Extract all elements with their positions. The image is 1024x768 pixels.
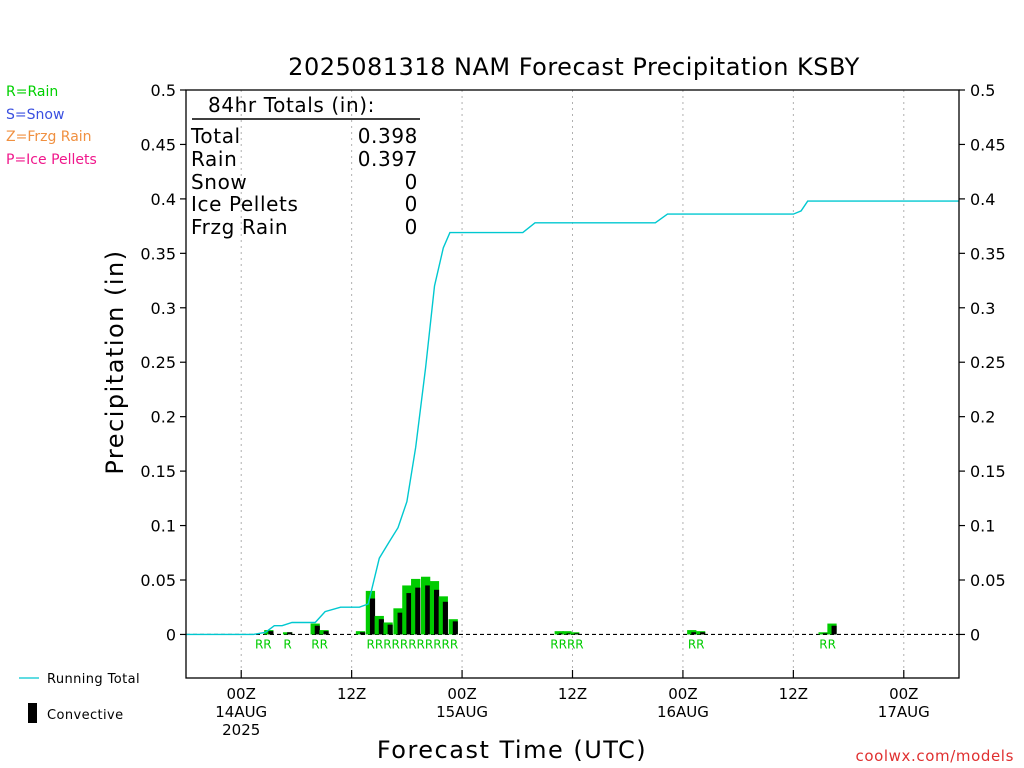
y-tick-label-left-2: 0.1 <box>151 517 176 536</box>
x-axis-title: Forecast Time (UTC) <box>377 736 647 764</box>
x-tick-label-2-1: 15AUG <box>436 703 488 721</box>
totals-label-rain: Rain <box>191 147 237 171</box>
y-tick-label-left-5: 0.25 <box>140 353 176 372</box>
running-total-legend-label: Running Total <box>47 672 140 687</box>
running-total-series <box>186 200 959 636</box>
ptype-label-0: RR <box>255 637 272 651</box>
convective-bar-3 <box>323 631 329 635</box>
y-tick-label-right-1: 0.05 <box>970 571 1006 590</box>
y-tick-label-left-1: 0.05 <box>140 571 176 590</box>
rain-bar-16 <box>562 631 572 635</box>
y-tick-label-left-0: 0 <box>166 625 176 644</box>
legend-frzg-rain: Z=Frzg Rain <box>6 129 92 145</box>
convective-bar-9 <box>406 593 412 635</box>
convective-bar-8 <box>397 612 403 635</box>
totals-label-snow: Snow <box>191 170 247 194</box>
x-tick-label-3-0: 12Z <box>558 685 587 703</box>
convective-bar-18 <box>691 632 697 635</box>
y-tick-label-right-8: 0.4 <box>970 190 995 209</box>
totals-value-total: 0.398 <box>358 124 418 148</box>
precip-type-legend: R=Rain S=Snow Z=Frzg Rain P=Ice Pellets <box>6 84 97 168</box>
convective-legend-label: Convective <box>47 708 124 723</box>
precip-bars <box>264 576 837 635</box>
convective-bar-5 <box>369 598 376 635</box>
convective-legend-swatch <box>28 703 37 723</box>
convective-bar-16 <box>566 633 572 635</box>
totals-value-snow: 0 <box>405 170 418 194</box>
convective-bar-12 <box>434 589 440 635</box>
x-tick-label-5-0: 12Z <box>779 685 808 703</box>
y-tick-label-left-8: 0.4 <box>151 190 176 209</box>
convective-bar-1 <box>287 632 293 635</box>
y-tick-label-right-2: 0.1 <box>970 517 995 536</box>
y-tick-label-left-9: 0.45 <box>140 135 176 154</box>
legend-ice-pellets: P=Ice Pellets <box>6 152 97 168</box>
y-tick-label-right-6: 0.3 <box>970 299 995 318</box>
site-credit: coolwx.com/models <box>856 747 1015 765</box>
y-tick-label-right-5: 0.25 <box>970 353 1006 372</box>
y-tick-label-right-3: 0.15 <box>970 462 1006 481</box>
y-tick-label-right-4: 0.2 <box>970 408 995 427</box>
convective-bar-17 <box>574 633 580 635</box>
totals-box: 84hr Totals (in): Total 0.398 Rain 0.397… <box>190 93 420 239</box>
convective-bar-13 <box>442 601 448 635</box>
ptype-label-3: RRRRRRRRRRR <box>367 637 459 651</box>
grid-lines <box>186 90 959 678</box>
convective-bar-20 <box>822 633 828 635</box>
ptype-label-4: RRRR <box>550 637 583 651</box>
y-tick-label-right-10: 0.5 <box>970 81 995 100</box>
convective-bar-15 <box>558 633 564 635</box>
totals-label-total: Total <box>190 124 241 148</box>
totals-label-frzg-rain: Frzg Rain <box>191 215 288 239</box>
y-tick-label-left-6: 0.3 <box>151 299 176 318</box>
rain-bar-15 <box>554 631 564 635</box>
x-tick-label-4-1: 16AUG <box>657 703 709 721</box>
y-axis-title: Precipitation (in) <box>101 249 129 474</box>
axes: 0 00.05 0.050.1 0.10.15 0.150.2 0.20.25 0.250.… <box>140 81 1005 739</box>
totals-label-ice-pellets: Ice Pellets <box>191 192 299 216</box>
convective-bar-10 <box>415 587 421 635</box>
totals-value-rain: 0.397 <box>358 147 418 171</box>
convective-bar-19 <box>700 632 706 635</box>
convective-bar-2 <box>314 625 320 635</box>
convective-bar-7 <box>387 624 393 635</box>
totals-header: 84hr Totals (in): <box>208 93 375 117</box>
convective-bar-0 <box>268 631 274 635</box>
legend-rain: R=Rain <box>6 84 58 100</box>
x-tick-label-4-0: 00Z <box>668 685 697 703</box>
x-tick-label-0-0: 00Z <box>227 685 256 703</box>
x-tick-label-0-1: 14AUG <box>215 703 267 721</box>
totals-value-frzg-rain: 0 <box>405 215 418 239</box>
x-tick-label-1-0: 12Z <box>337 685 366 703</box>
ptype-label-6: RR <box>819 637 836 651</box>
x-tick-label-6-0: 00Z <box>889 685 918 703</box>
ptype-labels: RR R RR RRRRRRRRRRR RRRR RR RR <box>255 637 836 651</box>
convective-bar-6 <box>378 619 384 635</box>
y-tick-label-left-4: 0.2 <box>151 408 176 427</box>
y-tick-label-right-7: 0.35 <box>970 244 1006 263</box>
convective-bar-14 <box>452 621 458 635</box>
legend-snow: S=Snow <box>6 107 64 123</box>
running-total-line <box>186 200 959 636</box>
convective-bar-21 <box>831 625 837 635</box>
x-tick-label-0-2: 2025 <box>222 721 260 739</box>
y-tick-label-right-0: 0 <box>970 625 980 644</box>
y-tick-label-left-10: 0.5 <box>151 81 176 100</box>
totals-value-ice-pellets: 0 <box>405 192 418 216</box>
ptype-label-5: RR <box>688 637 705 651</box>
x-tick-label-2-0: 00Z <box>447 685 476 703</box>
series-legend: Running Total Convective <box>19 672 140 723</box>
ptype-label-1: R <box>283 637 291 651</box>
rain-bar-18 <box>687 630 697 635</box>
chart-title: 2025081318 NAM Forecast Precipitation KS… <box>288 53 860 81</box>
convective-bar-11 <box>425 585 431 635</box>
y-tick-label-left-3: 0.15 <box>140 462 176 481</box>
convective-bar-4 <box>360 632 366 635</box>
ptype-label-2: RR <box>311 637 328 651</box>
x-tick-label-6-1: 17AUG <box>878 703 930 721</box>
y-tick-label-left-7: 0.35 <box>140 244 176 263</box>
y-tick-label-right-9: 0.45 <box>970 135 1006 154</box>
